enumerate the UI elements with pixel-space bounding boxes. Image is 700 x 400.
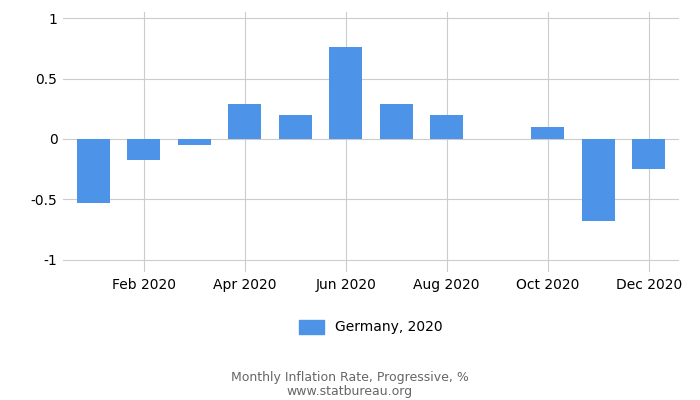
Bar	[531, 127, 564, 139]
Bar	[582, 139, 615, 221]
Bar	[279, 115, 312, 139]
Text: Monthly Inflation Rate, Progressive, %: Monthly Inflation Rate, Progressive, %	[231, 372, 469, 384]
Text: www.statbureau.org: www.statbureau.org	[287, 386, 413, 398]
Bar	[77, 139, 110, 203]
Bar	[178, 139, 211, 145]
Bar	[329, 47, 362, 139]
Bar	[632, 139, 665, 169]
Bar	[430, 115, 463, 139]
Legend: Germany, 2020: Germany, 2020	[292, 313, 450, 342]
Bar	[127, 139, 160, 160]
Bar	[228, 104, 261, 139]
Bar	[380, 104, 413, 139]
